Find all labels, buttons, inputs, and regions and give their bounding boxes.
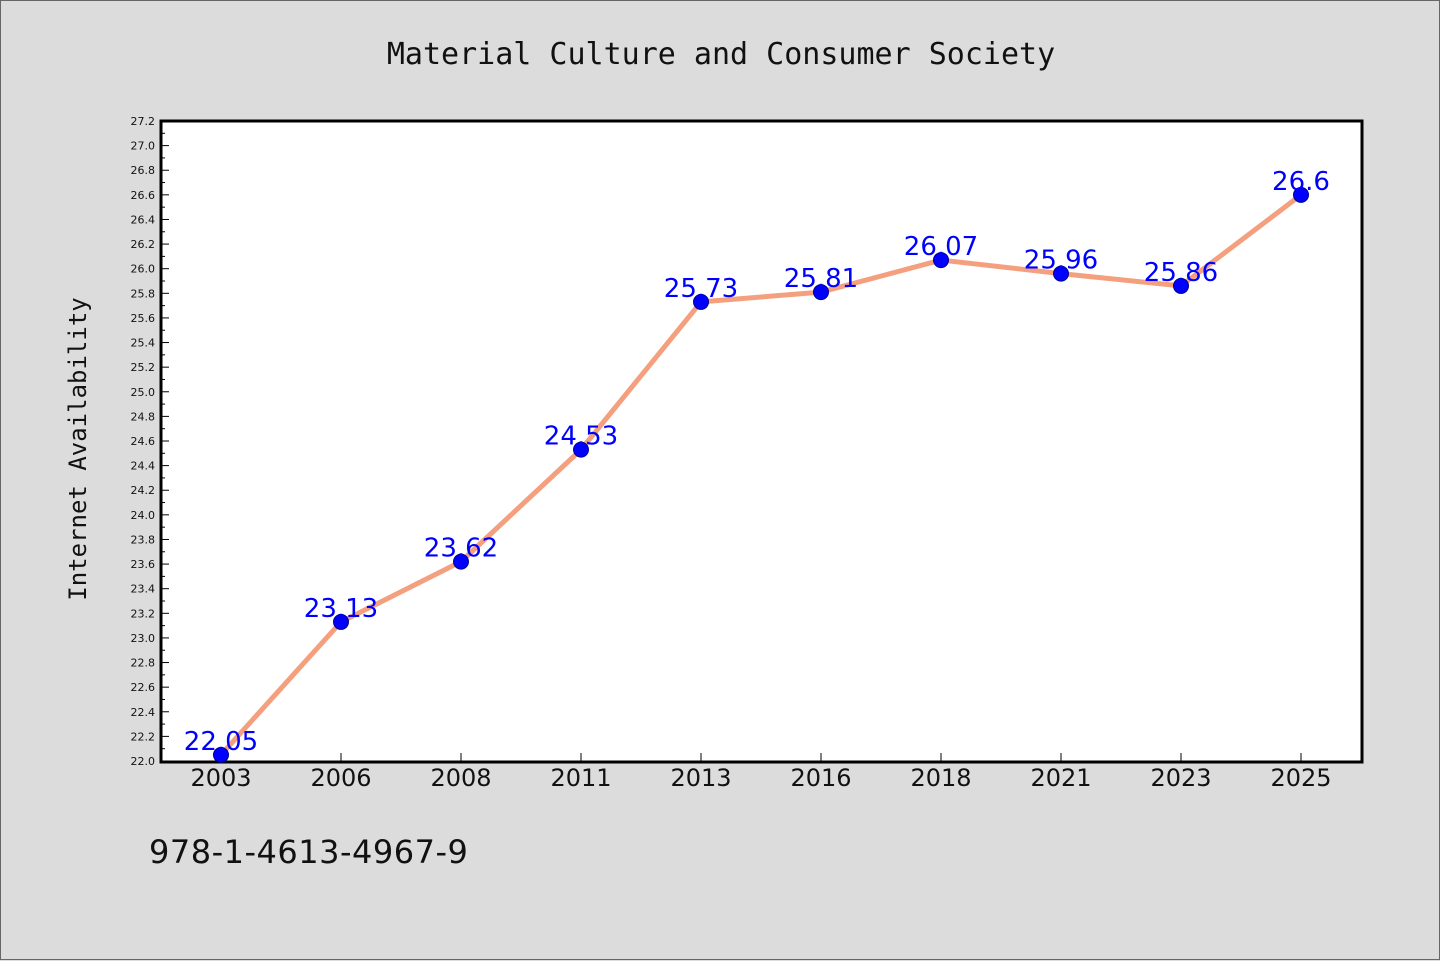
x-tick-label: 2021	[1030, 764, 1091, 792]
chart-title: Material Culture and Consumer Society	[387, 37, 1055, 72]
data-label: 25.81	[784, 264, 858, 294]
data-point	[933, 252, 949, 269]
y-tick-label: 23.2	[131, 607, 156, 620]
y-tick-label: 22.6	[131, 681, 156, 694]
y-tick-label: 26.2	[131, 238, 156, 251]
y-tick-label: 23.6	[131, 558, 156, 571]
y-tick-label: 27.0	[131, 140, 156, 153]
y-tick-label: 23.0	[131, 632, 156, 645]
x-tick-label: 2011	[550, 764, 611, 792]
series-markers	[213, 186, 1309, 763]
x-tick-label: 2025	[1270, 764, 1331, 792]
data-labels: 22.05 23.13 23.62 24.53 25.73 25.81 26.07 25.96…	[184, 167, 1330, 757]
plot-area	[159, 119, 1364, 764]
y-axis-label: Internet Availability	[64, 297, 92, 600]
data-label: 22.05	[184, 727, 258, 757]
data-label: 25.96	[1024, 246, 1098, 276]
data-label: 24.53	[544, 422, 618, 452]
x-tick-label: 2006	[310, 764, 371, 792]
x-tick-label: 2016	[790, 764, 851, 792]
y-tick-label: 22.0	[131, 755, 156, 768]
x-tick-label: 2023	[1150, 764, 1211, 792]
series-line	[219, 192, 1303, 757]
x-tick-label: 2003	[190, 764, 251, 792]
data-point	[333, 613, 349, 630]
x-tick-label: 2018	[910, 764, 971, 792]
footer-code: 978-1-4613-4967-9	[149, 833, 469, 871]
data-label: 25.86	[1144, 258, 1218, 288]
y-tick-label: 26.4	[131, 213, 156, 226]
data-label: 25.73	[664, 274, 738, 304]
y-tick-label: 22.2	[131, 730, 156, 743]
y-tick-label: 25.6	[131, 312, 156, 325]
x-axis-ticks: 2003 2006 2008 2011 2013 2016 2018 2021 2023 2025	[190, 753, 1332, 792]
y-tick-label: 24.6	[131, 435, 156, 448]
data-label: 23.62	[424, 534, 498, 564]
y-tick-label: 25.0	[131, 386, 156, 399]
x-tick-label: 2008	[430, 764, 491, 792]
data-label: 23.13	[304, 594, 378, 624]
data-point	[1293, 186, 1309, 203]
y-tick-label: 24.0	[131, 509, 156, 522]
y-tick-label: 23.8	[131, 533, 156, 546]
y-tick-label: 25.2	[131, 361, 156, 374]
data-point	[813, 284, 829, 301]
y-tick-label: 24.8	[131, 410, 156, 423]
data-point	[693, 293, 709, 310]
y-axis-ticks: 22.0 22.2 22.4 22.6 22.8 23.0 23.2 23.4 23.6 23.8…	[131, 115, 169, 768]
y-tick-label: 25.4	[131, 337, 156, 350]
y-tick-label: 26.0	[131, 263, 156, 276]
y-tick-label: 24.2	[131, 484, 156, 497]
data-label: 26.07	[904, 232, 978, 262]
data-label: 26.6	[1272, 167, 1330, 197]
y-tick-label: 24.4	[131, 460, 156, 473]
y-tick-label: 22.4	[131, 706, 156, 719]
y-tick-label: 23.4	[131, 583, 156, 596]
data-point	[573, 441, 589, 458]
y-tick-label: 26.8	[131, 164, 156, 177]
data-point	[1053, 265, 1069, 282]
data-point	[1173, 277, 1189, 294]
data-point	[453, 553, 469, 570]
x-tick-label: 2013	[670, 764, 731, 792]
y-tick-label: 26.6	[131, 189, 156, 202]
data-point	[213, 746, 229, 763]
y-tick-label: 22.8	[131, 657, 156, 670]
y-tick-label: 27.2	[131, 115, 156, 128]
y-tick-label: 25.8	[131, 287, 156, 300]
